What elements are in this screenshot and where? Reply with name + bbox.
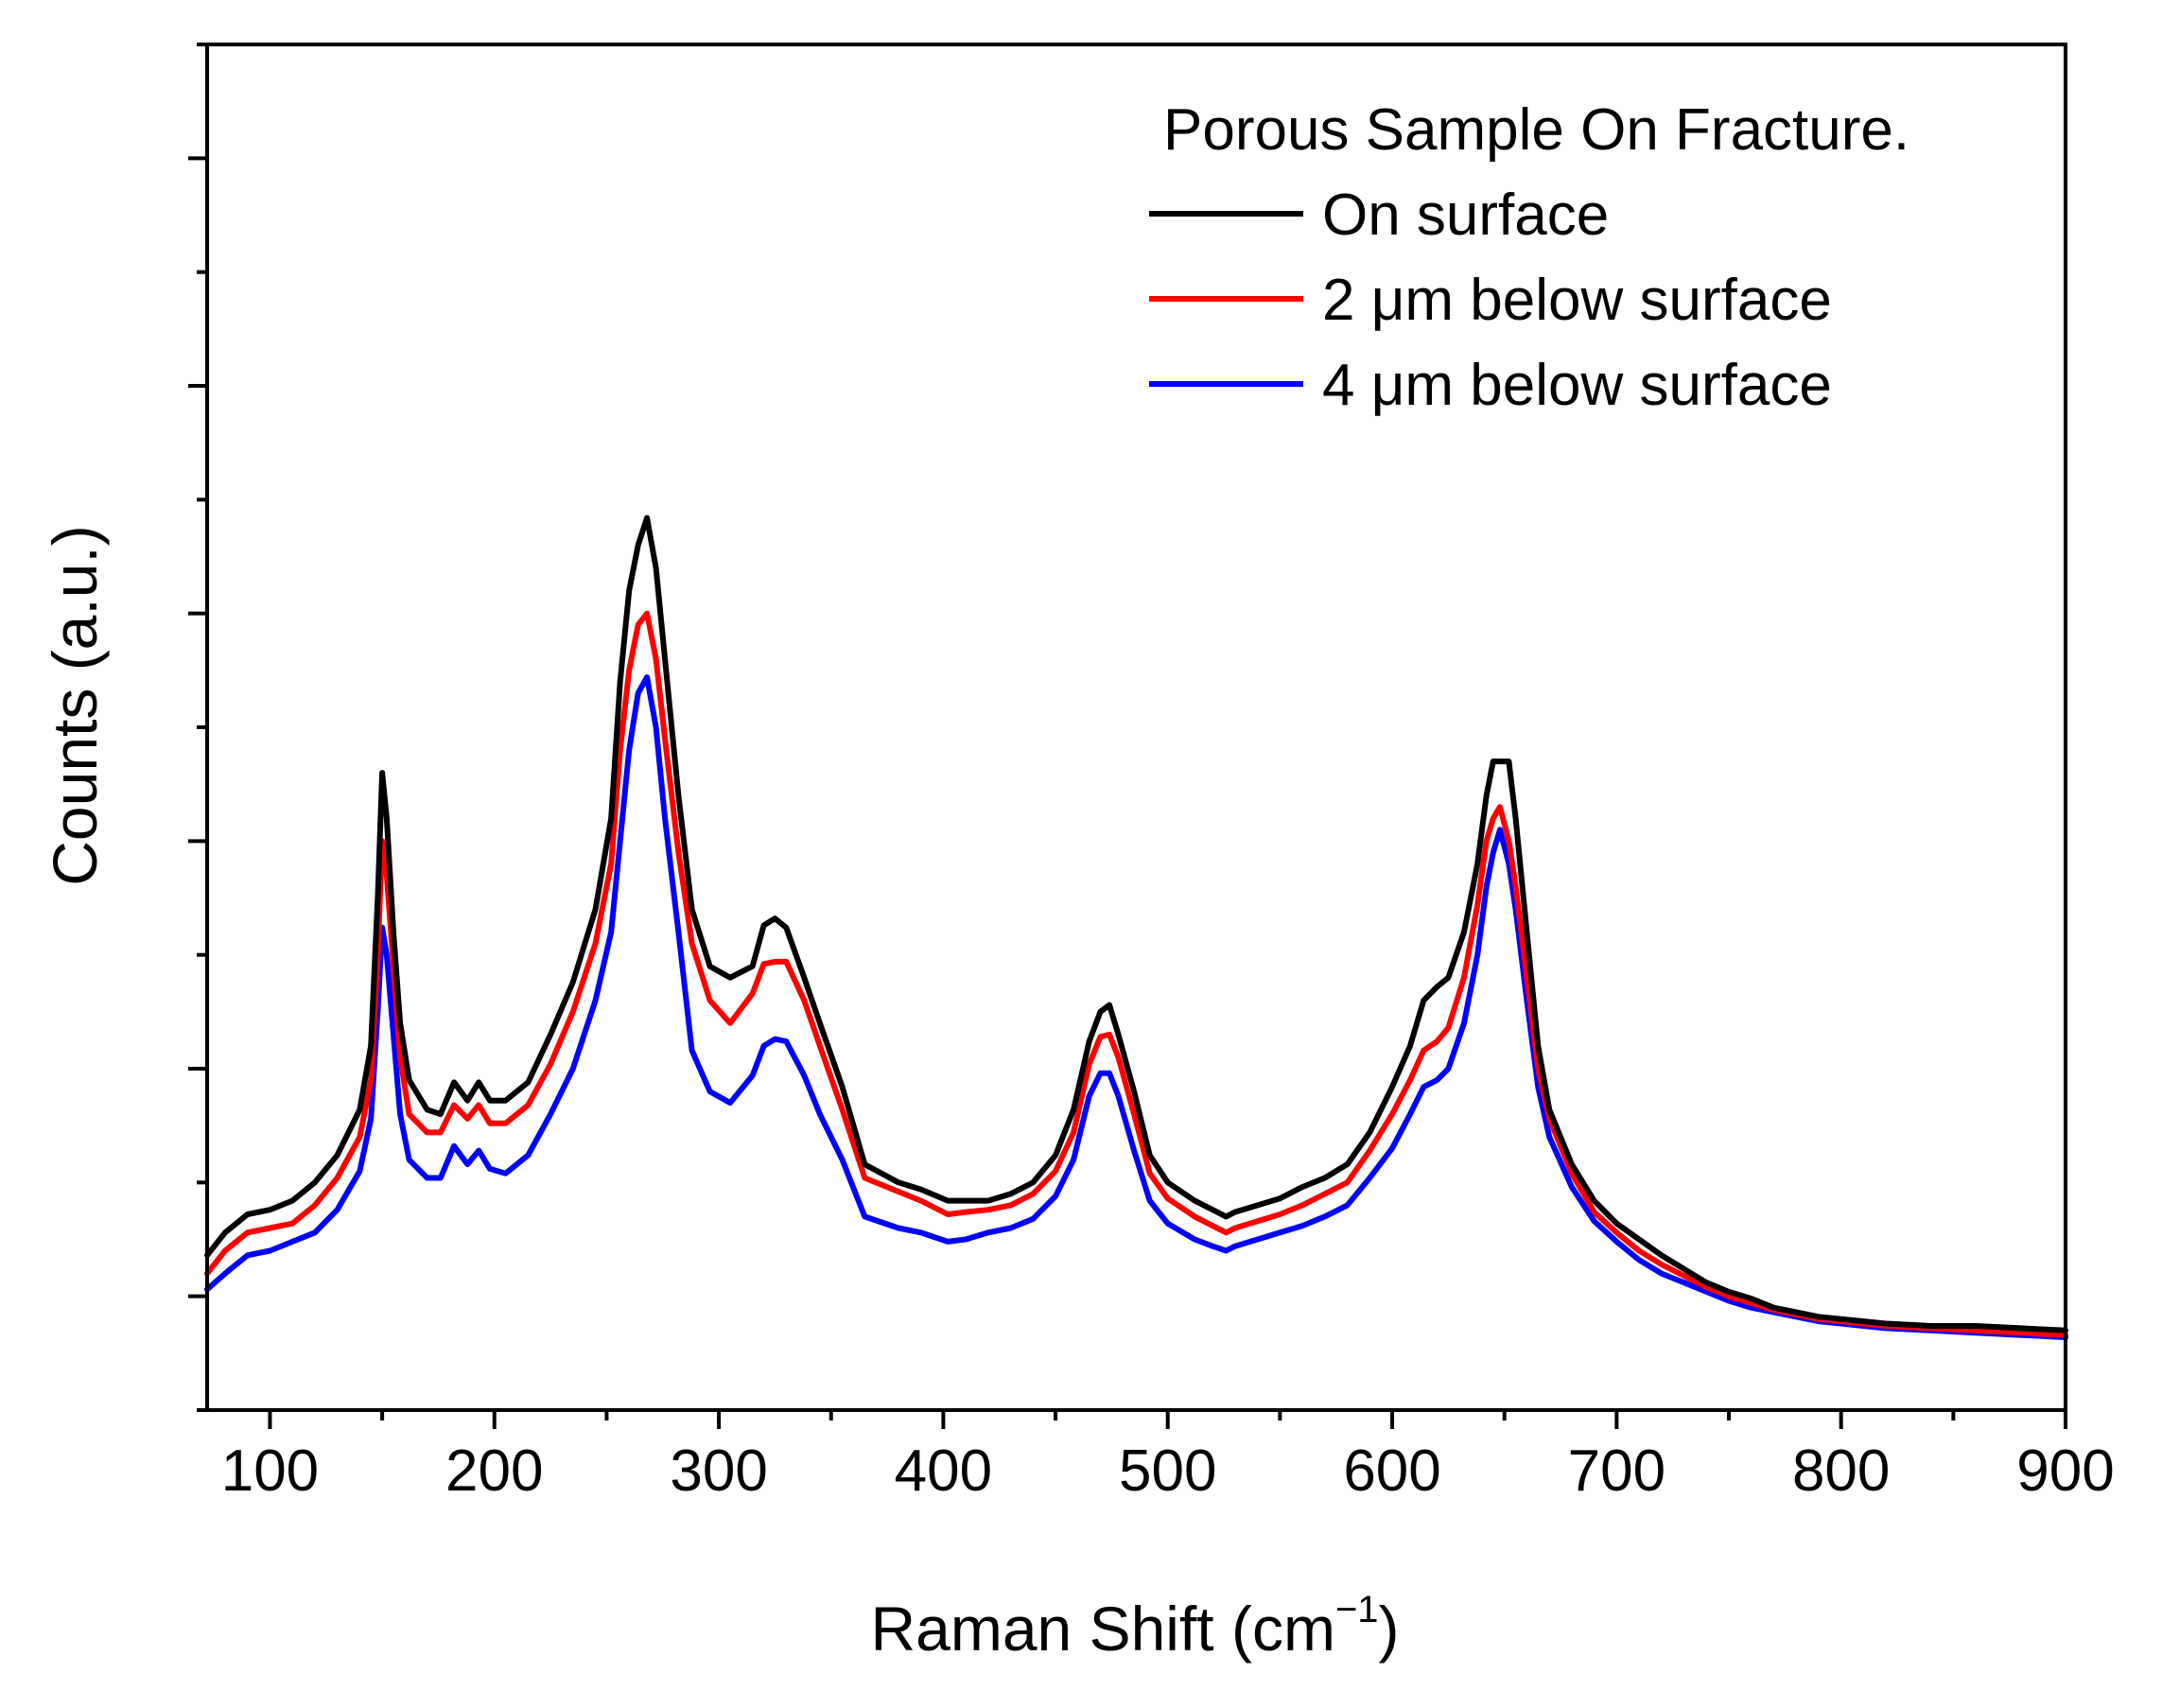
legend-entries: On surface 2 μm below surface 4 μm below s… (1149, 183, 1832, 418)
y-axis-title: Counts (a.u.) (40, 525, 110, 886)
x-tick-label: 200 (445, 1438, 543, 1504)
x-axis-title: Raman Shift (cm−1) (870, 1589, 1399, 1664)
x-tick-label: 500 (1119, 1438, 1216, 1504)
legend: Porous Sample On Fracture. On surface 2 μ… (1149, 97, 1909, 418)
x-tick-label: 700 (1568, 1438, 1665, 1504)
legend-label-2: 4 μm below surface (1322, 353, 1832, 418)
legend-label-0: On surface (1322, 183, 1609, 248)
legend-title: Porous Sample On Fracture. (1163, 97, 1909, 163)
series-line-0 (204, 514, 2068, 1333)
x-axis-ticks: 100 200 300 400 500 600 700 800 900 (221, 1410, 2115, 1504)
x-tick-label: 600 (1343, 1438, 1440, 1504)
y-axis-ticks (188, 43, 207, 1412)
x-tick-label: 900 (2016, 1438, 2114, 1504)
plot-frame (205, 43, 2067, 1412)
x-tick-label: 800 (1792, 1438, 1890, 1504)
x-tick-label: 400 (895, 1438, 992, 1504)
series-line-1 (204, 610, 2068, 1338)
legend-label-1: 2 μm below surface (1322, 268, 1832, 333)
series-layer (204, 514, 2068, 1340)
series-line-2 (204, 674, 2068, 1340)
x-tick-label: 300 (670, 1438, 767, 1504)
x-tick-label: 100 (221, 1438, 319, 1504)
